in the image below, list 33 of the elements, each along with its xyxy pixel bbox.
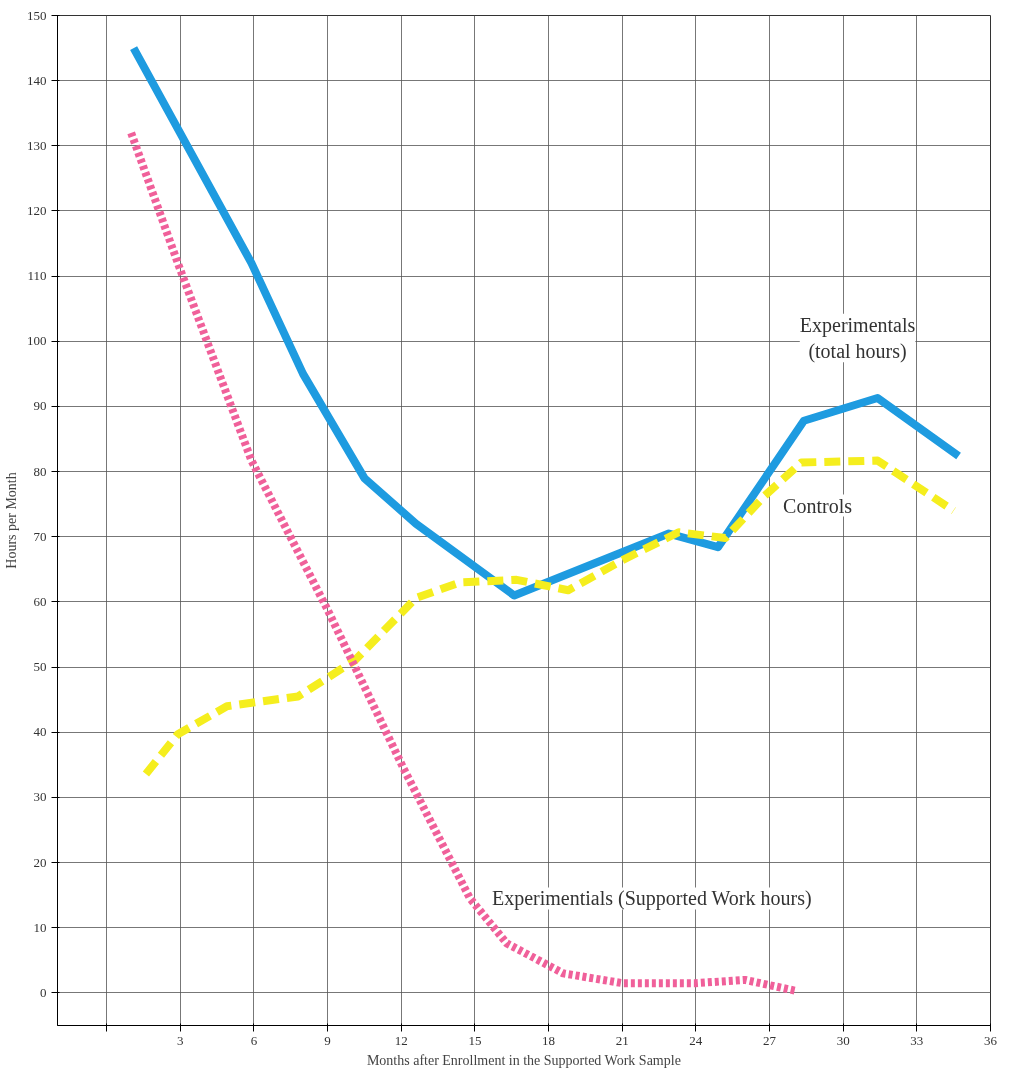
y-tick-label: 80 [33, 463, 47, 479]
text: Experimentals (total hours) [799, 313, 916, 364]
y-tick-label: 150 [27, 7, 47, 23]
y-tick-label: 130 [27, 137, 47, 153]
series-label: Experimentials (Supported Work hours) [491, 887, 812, 911]
x-tick-label: 12 [394, 1032, 408, 1048]
y-tick-label: 90 [33, 398, 47, 414]
x-tick-label: 30 [836, 1032, 850, 1048]
y-tick-label: 120 [27, 202, 47, 218]
series-label: Controls [783, 494, 853, 517]
x-tick-label: 21 [615, 1032, 629, 1048]
y-tick-label: 50 [33, 659, 47, 675]
y-axis-title: Hours per Month [4, 472, 19, 569]
x-tick-label: 33 [910, 1032, 924, 1048]
y-tick-label: 140 [27, 72, 47, 88]
y-tick-label: 0 [40, 984, 47, 1000]
x-axis-title: Months after Enrollment in the Supported Work Sample [366, 1052, 681, 1068]
x-tick-label: 9 [324, 1032, 331, 1048]
x-tick-label: 6 [250, 1032, 258, 1048]
y-tick-label: 30 [33, 789, 47, 805]
y-tick-label: 20 [33, 854, 47, 870]
y-tick-label: 70 [33, 528, 47, 544]
y-tick-label: 60 [33, 593, 47, 609]
y-tick-label: 10 [33, 919, 47, 935]
x-tick-label: 15 [468, 1032, 482, 1048]
x-tick-label: 24 [689, 1032, 703, 1048]
x-tick-label: 3 [177, 1032, 184, 1048]
y-tick-label: 40 [33, 724, 47, 740]
x-tick-label: 36 [984, 1032, 998, 1048]
x-tick-label: 18 [542, 1032, 556, 1048]
y-tick-label: 110 [27, 268, 47, 284]
x-tick-label: 27 [763, 1032, 777, 1048]
y-tick-label: 100 [27, 333, 47, 349]
